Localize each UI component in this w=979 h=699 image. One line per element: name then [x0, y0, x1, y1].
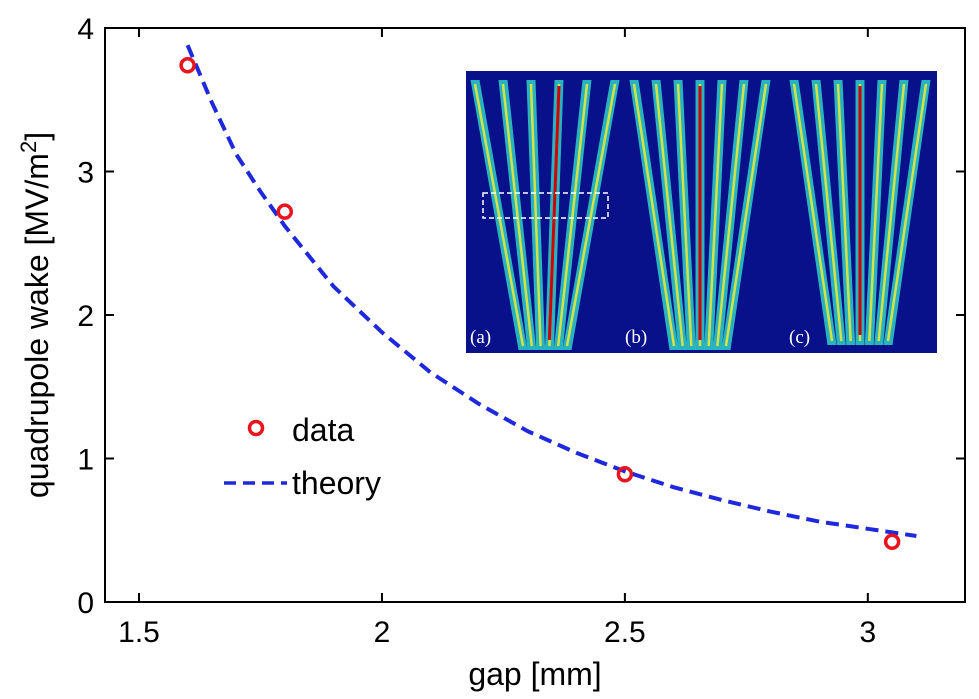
legend-data-label: data — [292, 412, 354, 448]
inset-label-c: (c) — [789, 327, 810, 348]
y-axis-title: quadrupole wake [MV/m2] — [16, 132, 55, 498]
inset-beamlet-ridge — [501, 83, 534, 347]
data-point — [616, 466, 634, 483]
inset-beamlet-ridge — [886, 83, 928, 342]
inset-beamlet-ridge — [792, 83, 834, 342]
inset-beamlet-ridge — [565, 83, 617, 347]
inset-beamlet-ridge — [529, 83, 542, 347]
y-axis-title-sup: 2 — [16, 141, 41, 153]
inset-beamlet-ridge — [556, 83, 589, 347]
data-point — [179, 57, 196, 74]
inset-label-b: (b) — [625, 327, 647, 348]
inset-beamlet-ridge — [716, 83, 746, 347]
inset-beamlet-ridge — [676, 83, 693, 347]
x-tick-label: 2 — [374, 616, 391, 649]
inset-beamlet-ridge — [654, 83, 684, 347]
inset-label-a: (a) — [470, 327, 491, 348]
inset-beamlet-ridge — [836, 83, 852, 342]
x-tick-label: 3 — [859, 616, 876, 649]
inset-beamlet-core — [547, 85, 561, 341]
data-point — [883, 533, 901, 550]
inset-image: (a) (b) (c) — [466, 71, 937, 353]
inset-beamlet-ridge — [868, 83, 884, 342]
inset-beamlet-ridge — [473, 83, 525, 347]
inset-beamlet-ridge — [877, 83, 906, 342]
y-tick-label: 3 — [77, 157, 94, 190]
legend: data theory — [224, 412, 381, 501]
x-tick-label: 1.5 — [118, 616, 160, 649]
x-axis-title: gap [mm] — [468, 656, 601, 692]
y-tick-label: 0 — [77, 587, 94, 620]
y-axis-title-main: quadrupole wake [MV/m — [19, 153, 55, 498]
legend-theory-label: theory — [292, 465, 381, 501]
ticks-layer: 1.5 2 2.5 3 0 1 2 3 4 — [77, 13, 965, 649]
y-axis-title-close: ] — [19, 132, 55, 141]
legend-data-marker — [247, 419, 265, 437]
inset-beamlet-ridge — [724, 83, 768, 347]
inset-beamlet-ridge — [632, 83, 676, 347]
inset-selection-box — [482, 192, 609, 219]
inset-beamlet-ridge — [814, 83, 843, 342]
y-tick-label: 2 — [77, 300, 94, 333]
y-tick-label: 4 — [77, 13, 94, 46]
x-tick-label: 2.5 — [604, 616, 646, 649]
theory-line — [185, 44, 917, 538]
inset-stripes — [470, 80, 931, 350]
series-layer — [179, 44, 917, 550]
inset-beamlet-ridge — [707, 83, 724, 347]
data-point — [276, 203, 294, 220]
y-tick-label: 1 — [77, 444, 94, 477]
